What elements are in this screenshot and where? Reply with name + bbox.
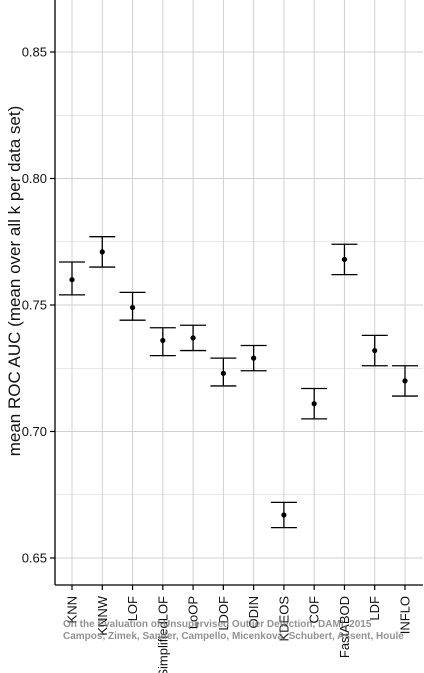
mean-point [311, 401, 317, 407]
x-ticks: KNN KNNW LOF SimplifiedLOF LoOP LDOF ODIN KDEOS… [65, 585, 413, 673]
mean-point [160, 337, 166, 344]
mean-point [372, 347, 378, 354]
y-ticks: 0.65 0.70 0.75 0.80 0.85 [22, 45, 55, 566]
grid-lines [55, 0, 423, 585]
mean-point [281, 512, 287, 518]
axes [54, 0, 423, 586]
y-tick-label: 0.75 [22, 298, 47, 313]
x-tick-label: KNN [65, 596, 80, 623]
x-tick-label: INFLO [398, 596, 413, 634]
x-tick-label: KNNW [95, 595, 110, 635]
error-bars [59, 236, 418, 529]
watermark-line-1: On the Evaluation of Unsupervised Outlie… [63, 619, 372, 630]
x-tick-label: SimplifiedLOF [155, 596, 170, 673]
mean-points [69, 249, 408, 518]
x-tick-label: LDOF [216, 596, 231, 631]
mean-point [402, 378, 408, 384]
watermark-line-2: Campos, Zimek, Sander, Campello, Micenko… [63, 631, 404, 642]
y-tick-label: 0.70 [22, 424, 47, 439]
x-tick-label: LoOP [186, 596, 201, 629]
mean-point [251, 355, 257, 361]
x-tick-label: LDF [367, 596, 382, 621]
mean-point [341, 256, 348, 263]
x-tick-label: KDEOS [276, 596, 291, 642]
mean-point [129, 304, 136, 311]
mean-point [69, 277, 75, 283]
y-tick-label: 0.85 [22, 45, 47, 60]
mean-point [190, 335, 196, 341]
x-tick-label: FastABOD [337, 596, 352, 658]
mean-point [99, 249, 105, 255]
watermark: On the Evaluation of Unsupervised Outlie… [63, 619, 404, 642]
x-tick-label: LOF [125, 596, 140, 621]
mean-point [220, 370, 226, 376]
y-axis-title: mean ROC AUC (mean over all k per data s… [5, 106, 24, 457]
y-tick-label: 0.65 [22, 551, 47, 566]
y-tick-label: 0.80 [22, 171, 47, 186]
x-tick-label: COF [307, 596, 322, 624]
x-tick-label: ODIN [246, 596, 261, 629]
